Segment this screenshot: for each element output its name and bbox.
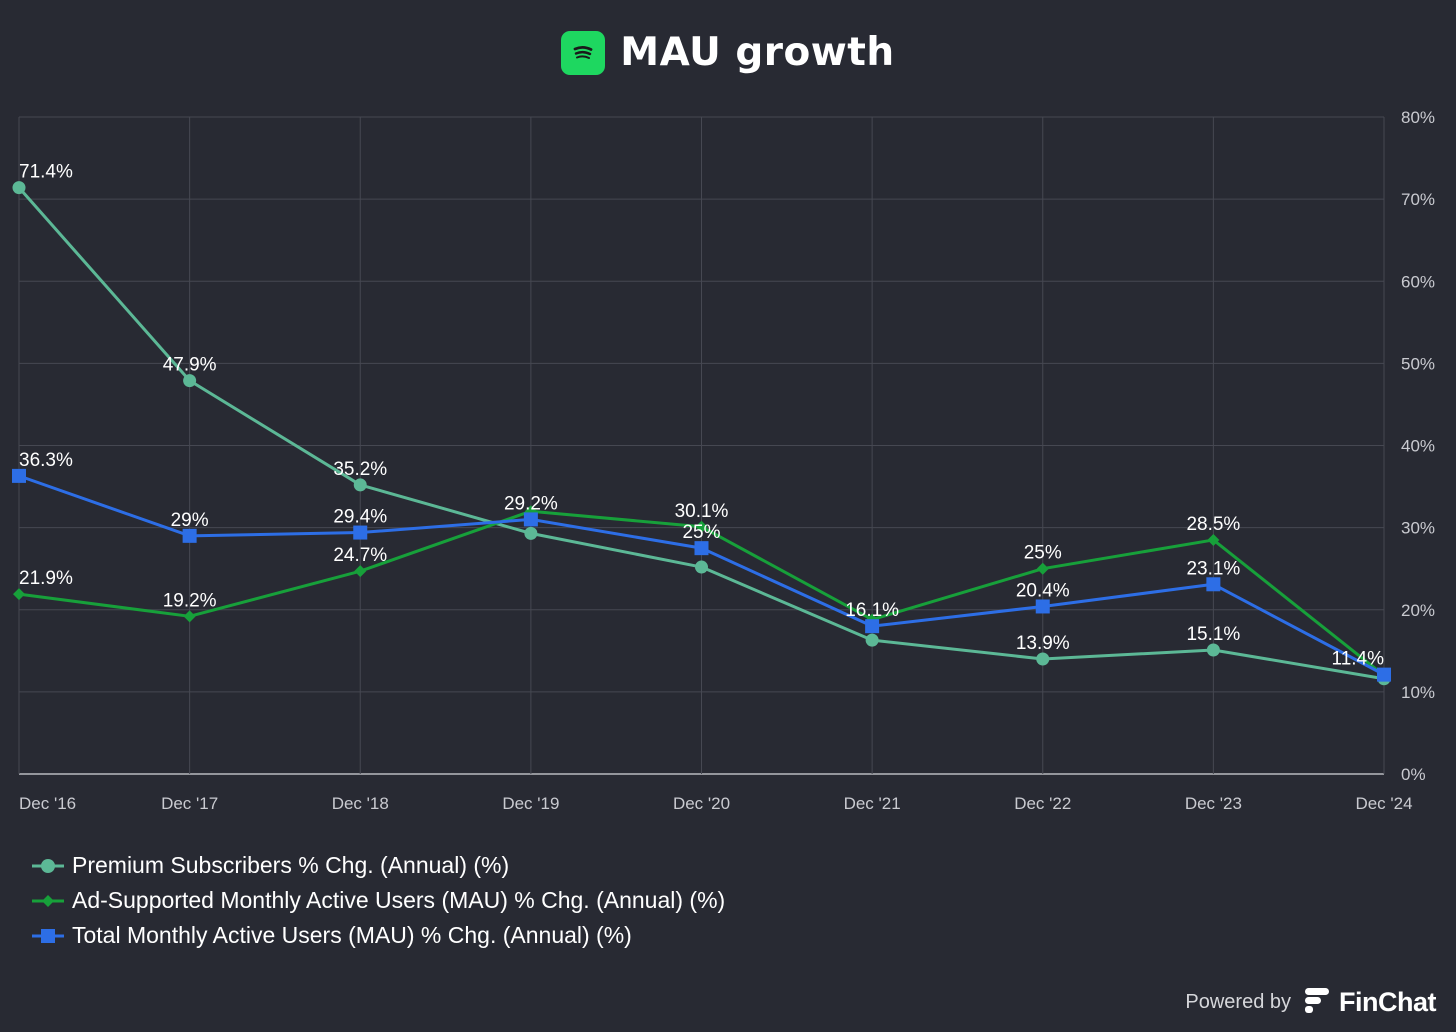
data-point (1035, 599, 1050, 614)
spotify-logo-icon (561, 30, 606, 75)
legend-marker-icon (32, 928, 64, 943)
data-point (353, 478, 367, 492)
x-tick-label: Dec '21 (844, 794, 901, 813)
data-point (1206, 577, 1221, 592)
x-tick-label: Dec '23 (1185, 794, 1242, 813)
x-tick-label: Dec '19 (502, 794, 559, 813)
data-point (865, 633, 879, 647)
y-tick-label: 10% (1401, 683, 1435, 702)
y-tick-label: 50% (1401, 354, 1435, 373)
data-point (183, 374, 197, 388)
data-point (694, 541, 709, 556)
legend-label: Ad-Supported Monthly Active Users (MAU) … (72, 887, 726, 913)
data-point (1036, 652, 1050, 666)
data-label: 25% (682, 522, 720, 543)
data-point (1206, 643, 1220, 657)
data-point (12, 181, 26, 195)
y-tick-label: 0% (1401, 765, 1426, 784)
data-label: 35.2% (333, 459, 387, 480)
data-label: 13.9% (1016, 633, 1070, 654)
legend-item[interactable]: Total Monthly Active Users (MAU) % Chg. … (32, 918, 725, 953)
data-label: 24.7% (333, 545, 387, 566)
data-label: 71.4% (19, 162, 73, 183)
data-point (1036, 562, 1049, 575)
x-tick-label: Dec '18 (332, 794, 389, 813)
legend-item[interactable]: Ad-Supported Monthly Active Users (MAU) … (32, 883, 725, 918)
x-tick-label: Dec '22 (1014, 794, 1071, 813)
finchat-brand-name: FinChat (1339, 987, 1437, 1017)
data-label: 29.2% (504, 493, 558, 514)
data-label: 36.3% (19, 450, 73, 471)
data-point (182, 528, 197, 543)
x-tick-label: Dec '17 (161, 794, 218, 813)
chart-header: MAU growth (0, 30, 1456, 75)
data-point (695, 560, 708, 574)
data-point (353, 525, 368, 540)
y-tick-label: 20% (1401, 601, 1435, 620)
line-chart: 0% 10% 20% 30% 40% 50% 60% 70% 80% Dec '16 Dec '17… (12, 108, 1435, 813)
footer: Powered by FinChat (1185, 987, 1436, 1018)
data-point (1377, 667, 1391, 682)
data-point (12, 468, 26, 483)
x-tick-label: Dec '16 (19, 794, 76, 813)
legend-marker-icon (32, 894, 64, 907)
data-label: 11.4% (1332, 649, 1385, 670)
data-label: 29.4% (333, 507, 387, 528)
y-tick-label: 40% (1401, 437, 1435, 456)
data-point (13, 588, 25, 601)
data-point (865, 619, 880, 634)
y-tick-label: 80% (1401, 108, 1435, 127)
data-label: 30.1% (675, 501, 729, 522)
data-label: 23.1% (1186, 558, 1240, 579)
data-label: 29% (171, 510, 209, 531)
powered-by-text: Powered by (1185, 991, 1291, 1013)
x-tick-label: Dec '20 (673, 794, 730, 813)
y-tick-label: 70% (1401, 190, 1435, 209)
legend-item[interactable]: Premium Subscribers % Chg. (Annual) (%) (32, 848, 725, 883)
data-point (183, 610, 196, 623)
data-point (524, 526, 538, 540)
legend-label: Premium Subscribers % Chg. (Annual) (%) (72, 852, 510, 878)
data-label: 28.5% (1186, 514, 1240, 535)
chart-legend: Premium Subscribers % Chg. (Annual) (%) A… (32, 848, 725, 953)
data-label: 20.4% (1016, 580, 1070, 601)
chart-title: MAU growth (620, 30, 895, 75)
data-label: 15.1% (1186, 624, 1240, 645)
data-point (1207, 533, 1220, 546)
data-point (523, 512, 538, 527)
data-label: 21.9% (19, 568, 73, 589)
legend-label: Total Monthly Active Users (MAU) % Chg. … (72, 922, 632, 948)
x-tick-label: Dec '24 (1355, 794, 1412, 813)
y-tick-label: 60% (1401, 272, 1435, 291)
data-label: 47.9% (163, 355, 217, 376)
data-label: 25% (1024, 543, 1062, 564)
data-point (354, 565, 367, 578)
data-label: 19.2% (163, 590, 217, 611)
data-label: 16.1% (845, 600, 899, 621)
data-point (695, 520, 708, 533)
finchat-logo-icon (1301, 987, 1331, 1018)
y-tick-label: 30% (1401, 519, 1435, 538)
legend-marker-icon (32, 858, 64, 873)
